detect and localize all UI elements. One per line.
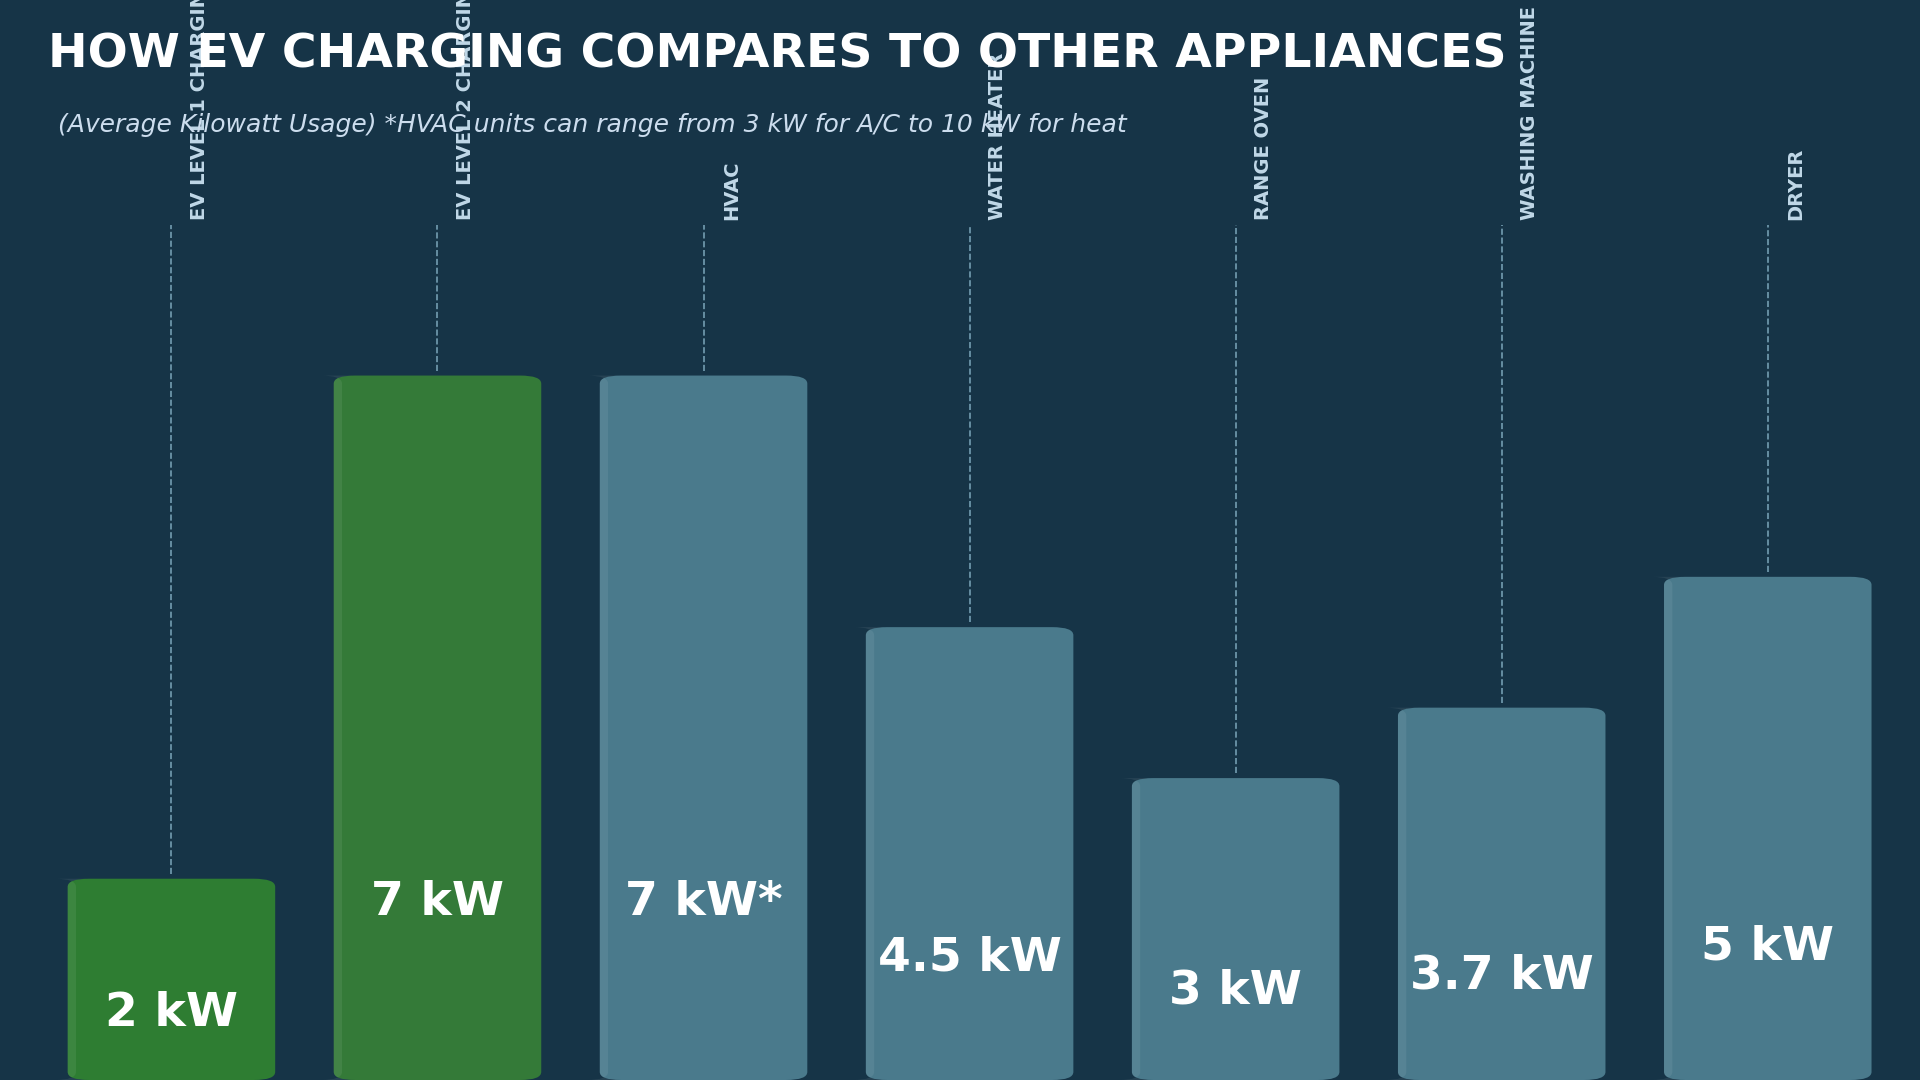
Text: 7 kW: 7 kW <box>371 880 503 924</box>
FancyBboxPatch shape <box>1665 577 1872 1080</box>
Text: 5 kW: 5 kW <box>1701 924 1834 970</box>
FancyBboxPatch shape <box>1651 577 1686 1080</box>
FancyBboxPatch shape <box>1398 707 1605 1080</box>
FancyBboxPatch shape <box>321 376 355 1080</box>
FancyBboxPatch shape <box>866 627 1073 1080</box>
Text: (Average Kilowatt Usage) *HVAC units can range from 3 kW for A/C to 10 kW for he: (Average Kilowatt Usage) *HVAC units can… <box>58 113 1127 137</box>
FancyBboxPatch shape <box>67 879 275 1080</box>
Text: 3.7 kW: 3.7 kW <box>1409 953 1594 998</box>
Text: EV LEVEL 1 CHARGING: EV LEVEL 1 CHARGING <box>190 0 209 219</box>
FancyBboxPatch shape <box>334 376 541 1080</box>
Text: DRYER: DRYER <box>1786 147 1805 219</box>
FancyBboxPatch shape <box>54 879 88 1080</box>
Text: 7 kW*: 7 kW* <box>624 880 781 924</box>
Text: RANGE OVEN: RANGE OVEN <box>1254 77 1273 219</box>
Text: 4.5 kW: 4.5 kW <box>877 935 1062 981</box>
Text: EV LEVEL 2 CHARGING: EV LEVEL 2 CHARGING <box>457 0 474 219</box>
Text: HOW EV CHARGING COMPARES TO OTHER APPLIANCES: HOW EV CHARGING COMPARES TO OTHER APPLIA… <box>48 32 1507 78</box>
Text: WATER HEATER: WATER HEATER <box>989 52 1008 219</box>
Text: WASHING MACHINE: WASHING MACHINE <box>1521 5 1540 219</box>
FancyBboxPatch shape <box>1384 707 1419 1080</box>
FancyBboxPatch shape <box>599 376 806 1080</box>
FancyBboxPatch shape <box>588 376 620 1080</box>
FancyBboxPatch shape <box>852 627 887 1080</box>
Text: 2 kW: 2 kW <box>106 990 238 1036</box>
Text: HVAC: HVAC <box>722 160 741 219</box>
Text: 3 kW: 3 kW <box>1169 969 1302 1013</box>
FancyBboxPatch shape <box>1119 778 1154 1080</box>
FancyBboxPatch shape <box>1133 778 1340 1080</box>
